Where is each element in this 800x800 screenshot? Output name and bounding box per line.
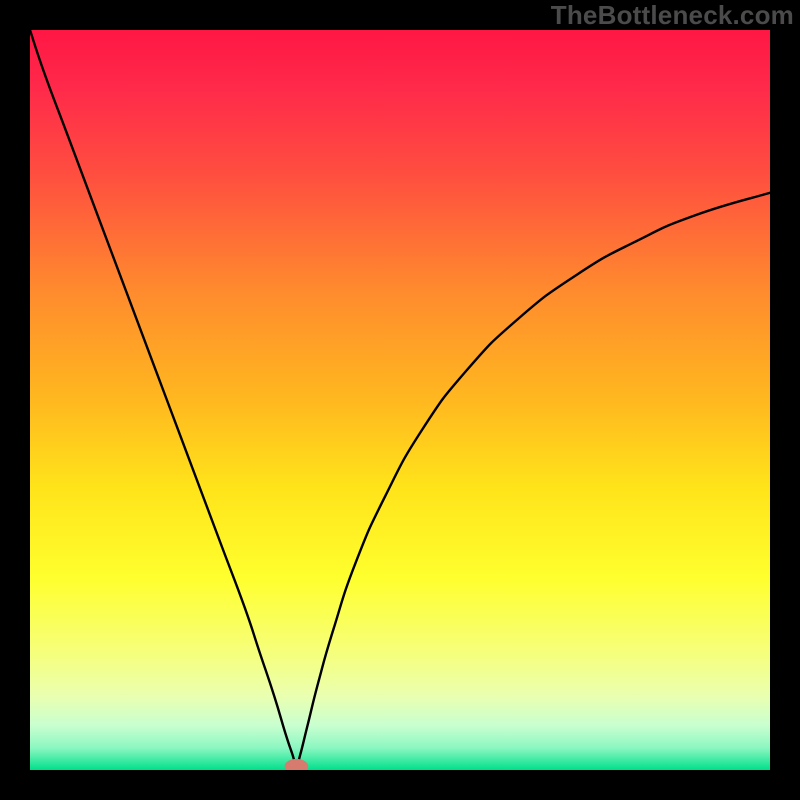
- gradient-background: [30, 30, 770, 770]
- watermark-text: TheBottleneck.com: [551, 0, 794, 31]
- chart-svg: [30, 30, 770, 770]
- outer-frame: TheBottleneck.com: [0, 0, 800, 800]
- plot-area: [30, 30, 770, 770]
